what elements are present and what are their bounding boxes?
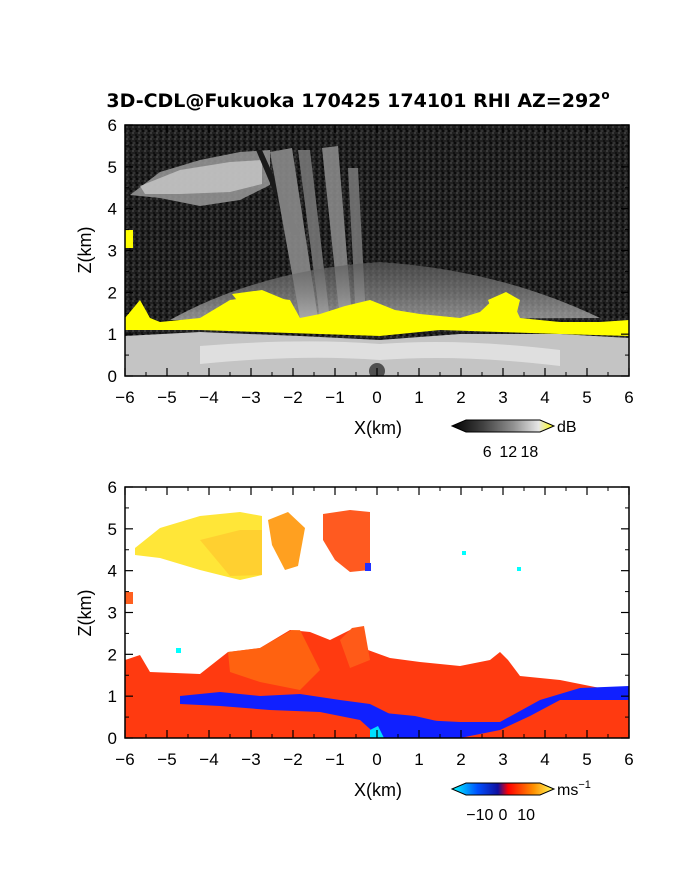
y-tick-label: 1: [108, 687, 117, 706]
reflectivity-panel: −6 −5 −4 −3 −2 −1 0 1 2 3 4 5 6 0 1 2 3 4 5 6 X(km) Z(km): [75, 116, 634, 438]
x-tick-label: 4: [540, 388, 549, 407]
colorbar-tick-label: 10: [517, 807, 535, 824]
x-tick-label: −3: [241, 388, 260, 407]
reflectivity-ticks: [124, 124, 630, 377]
reflectivity-colorbar: dB 6 12 18: [450, 419, 577, 461]
y-tick-label: 2: [108, 645, 117, 664]
x-tick-label: 2: [456, 750, 465, 769]
velocity-ytick-labels: 0 1 2 3 4 5 6: [108, 478, 117, 748]
x-tick-label: −2: [283, 750, 302, 769]
colorbar-tick-label: 12: [499, 444, 517, 461]
colorbar-tick-label: −10: [466, 807, 493, 824]
x-tick-label: −2: [283, 388, 302, 407]
x-tick-label: 0: [372, 750, 381, 769]
x-tick-label: 5: [582, 750, 591, 769]
x-tick-label: 3: [498, 750, 507, 769]
x-tick-label: 3: [498, 388, 507, 407]
x-tick-label: −3: [241, 750, 260, 769]
reflectivity-xlabel: X(km): [354, 418, 402, 438]
x-tick-label: −6: [115, 750, 134, 769]
x-tick-label: 0: [372, 388, 381, 407]
velocity-ticks: [124, 486, 630, 739]
x-tick-label: 6: [624, 388, 633, 407]
x-tick-label: −5: [157, 750, 176, 769]
y-tick-label: 1: [108, 325, 117, 344]
y-tick-label: 3: [108, 604, 117, 623]
y-tick-label: 0: [108, 367, 117, 386]
y-tick-label: 2: [108, 283, 117, 302]
x-tick-label: 1: [414, 388, 423, 407]
velocity-xtick-labels: −6 −5 −4 −3 −2 −1 0 1 2 3 4 5 6: [115, 750, 633, 769]
colorbar-tick-label: 0: [499, 807, 508, 824]
y-tick-label: 4: [108, 200, 117, 219]
colorbar-tick-label: 6: [483, 444, 492, 461]
velocity-colorbar-unit: ms−1: [557, 779, 591, 799]
x-tick-label: 6: [624, 750, 633, 769]
y-tick-label: 5: [108, 158, 117, 177]
x-tick-label: −6: [115, 388, 134, 407]
velocity-panel: −6 −5 −4 −3 −2 −1 0 1 2 3 4 5 6 0 1 2 3 4 5 6 X(km) Z(km): [75, 478, 634, 800]
y-tick-label: 0: [108, 729, 117, 748]
reflectivity-ytick-labels: 0 1 2 3 4 5 6: [108, 116, 117, 386]
x-tick-label: −1: [325, 388, 344, 407]
velocity-ylabel: Z(km): [75, 590, 95, 637]
x-tick-label: −4: [199, 388, 218, 407]
velocity-colorbar: ms−1 −10 0 10: [450, 779, 591, 824]
x-tick-label: 2: [456, 388, 465, 407]
velocity-xlabel: X(km): [354, 780, 402, 800]
y-tick-label: 5: [108, 520, 117, 539]
x-tick-label: −5: [157, 388, 176, 407]
velocity-field: [125, 487, 629, 738]
colorbar-tick-label: 18: [521, 444, 539, 461]
x-tick-label: 4: [540, 750, 549, 769]
reflectivity-ylabel: Z(km): [75, 227, 95, 274]
y-tick-label: 4: [108, 562, 117, 581]
y-tick-label: 6: [108, 478, 117, 497]
x-tick-label: 5: [582, 388, 591, 407]
chart-title: 3D-CDL@Fukuoka 170425 174101 RHI AZ=292o: [106, 88, 609, 112]
title-degree: o: [601, 88, 609, 102]
x-tick-label: 1: [414, 750, 423, 769]
y-tick-label: 6: [108, 116, 117, 135]
reflectivity-field: [125, 125, 629, 376]
reflectivity-colorbar-unit: dB: [557, 419, 577, 436]
reflectivity-xtick-labels: −6 −5 −4 −3 −2 −1 0 1 2 3 4 5 6: [115, 388, 633, 407]
x-tick-label: −4: [199, 750, 218, 769]
x-tick-label: −1: [325, 750, 344, 769]
y-tick-label: 3: [108, 242, 117, 261]
